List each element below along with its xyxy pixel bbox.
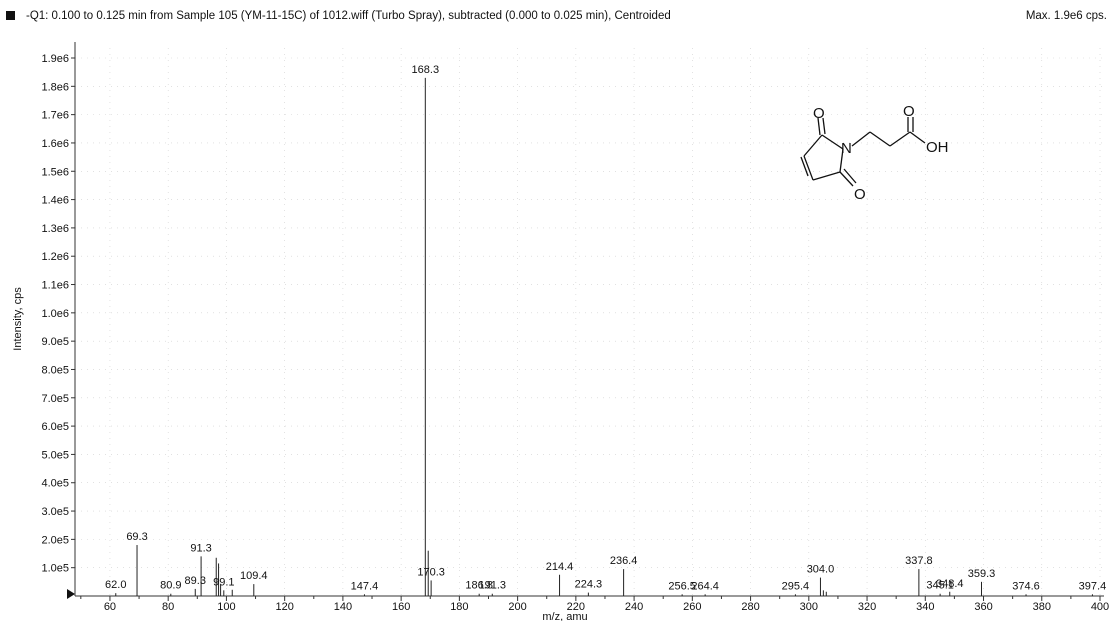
atom-label: O [854,186,866,203]
x-tick-label: 160 [392,601,410,613]
y-tick-label: 1.4e6 [41,195,69,207]
x-tick-label: 320 [858,601,876,613]
y-tick-label: 1.3e6 [41,223,69,235]
x-tick-label: 400 [1091,601,1109,613]
y-tick-label: 5.0e5 [41,449,69,461]
atom-label: O [813,105,825,122]
y-ticks: 1.0e5 2.0e5 3.0e5 4.0e5 5.0e5 6.0e5 7.0e5 8.0e5… [41,53,75,575]
bond [839,171,854,187]
peak-label: 348.4 [936,578,964,590]
baseline-marker-icon [67,589,75,599]
bond [839,148,844,173]
peak-label: 264.4 [691,580,719,592]
x-tick-label: 300 [800,601,818,613]
peak-label: 99.1 [213,576,234,588]
grid-dots [75,48,1104,596]
peak-label: 168.3 [412,64,440,76]
y-tick-label: 6.0e5 [41,421,69,433]
y-tick-label: 2.0e5 [41,534,69,546]
peak-label: 304.0 [807,564,835,576]
atom-label: O [903,103,915,120]
x-tick-label: 380 [1033,601,1051,613]
peak-label: 91.3 [190,542,211,554]
spectrum-title: -Q1: 0.100 to 0.125 min from Sample 105 … [26,10,671,22]
bond [803,134,823,157]
y-tick-label: 1.1e6 [41,280,69,292]
max-intensity-label: Max. 1.9e6 cps. [1025,10,1107,22]
peak-label: 170.3 [417,566,445,578]
peak-labels: 62.0 69.3 80.9 89.3 91.3 99.1 109.4 147.4 168.3 1… [105,64,1106,592]
x-tick-label: 200 [508,601,526,613]
x-axis-label: m/z, amu [542,611,587,621]
peak-label: 256.5 [668,580,696,592]
peak-label: 374.6 [1012,580,1040,592]
x-tick-label: 120 [275,601,293,613]
peaks [115,77,1093,596]
peak-label: 397.4 [1079,580,1107,592]
peak-label: 62.0 [105,579,126,591]
bond [843,168,857,184]
y-tick-label: 1.2e6 [41,251,69,263]
y-tick-label: 7.0e5 [41,393,69,405]
x-tick-label: 360 [974,601,992,613]
bond [821,134,844,150]
peak-label: 80.9 [160,580,181,592]
y-tick-label: 1.6e6 [41,138,69,150]
bond [851,131,871,147]
atom-label: N [841,140,852,157]
bond [822,117,826,135]
bond [800,156,809,177]
x-tick-label: 340 [916,601,934,613]
y-tick-label: 3.0e5 [41,506,69,518]
peak-label: 191.3 [479,580,507,592]
x-tick-label: 100 [217,601,235,613]
spectrum-header: -Q1: 0.100 to 0.125 min from Sample 105 … [0,0,1111,26]
peak-label: 295.4 [782,580,810,592]
peak-label: 236.4 [610,555,638,567]
chemical-structure [800,117,926,187]
x-tick-label: 140 [334,601,352,613]
peak-label: 214.4 [546,561,574,573]
peak-label: 186.8 [465,580,493,592]
bond [812,171,841,181]
axes [67,42,1104,599]
bond [803,155,814,181]
x-tick-label: 240 [625,601,643,613]
bond [869,131,891,147]
peak-label: 345.1 [926,580,954,592]
y-tick-label: 1.7e6 [41,110,69,122]
y-tick-label: 8.0e5 [41,364,69,376]
y-tick-label: 4.0e5 [41,478,69,490]
peak-label: 147.4 [351,580,379,592]
x-tick-label: 260 [683,601,701,613]
peak-label: 89.3 [185,575,206,587]
bond [909,131,926,144]
y-tick-label: 9.0e5 [41,336,69,348]
structure-atoms: O O N O OH [813,103,949,203]
peak-label: 359.3 [968,568,996,580]
header-marker-icon [6,11,15,20]
bond [817,117,821,136]
x-tick-label: 220 [567,601,585,613]
y-tick-label: 1.5e6 [41,166,69,178]
peak-label: 224.3 [575,579,603,591]
peak-label: 69.3 [126,531,147,543]
x-ticks: 60 80 100 120 140 160 180 200 220 240 260 280 300 320… [80,596,1109,613]
peak-label: 109.4 [240,570,268,582]
y-tick-label: 1.0e5 [41,563,69,575]
y-tick-label: 1.0e6 [41,308,69,320]
bond [889,131,911,147]
atom-label: OH [926,139,949,156]
y-axis-label: Intensity, cps [12,287,24,351]
y-tick-label: 1.8e6 [41,81,69,93]
x-tick-label: 180 [450,601,468,613]
x-tick-label: 60 [104,601,116,613]
x-tick-label: 280 [741,601,759,613]
peak-label: 337.8 [905,555,933,567]
x-tick-label: 80 [162,601,174,613]
y-tick-label: 1.9e6 [41,53,69,65]
